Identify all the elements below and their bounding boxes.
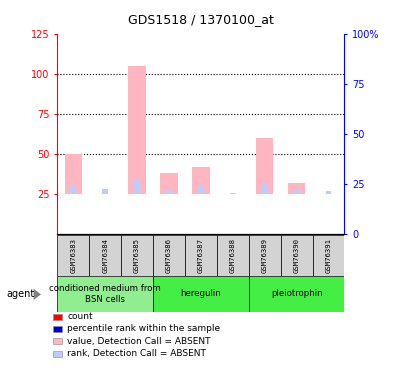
Bar	[229, 193, 235, 194]
Bar	[134, 180, 139, 194]
Text: GSM76391: GSM76391	[325, 238, 330, 273]
Bar	[121, 235, 153, 276]
Text: GSM76387: GSM76387	[198, 238, 203, 273]
Polygon shape	[34, 289, 41, 300]
Text: GDS1518 / 1370100_at: GDS1518 / 1370100_at	[128, 13, 273, 26]
Bar	[65, 154, 82, 194]
Bar	[293, 189, 299, 194]
Bar	[57, 235, 89, 276]
Bar	[216, 235, 248, 276]
Text: heregulin: heregulin	[180, 290, 221, 298]
Bar	[160, 173, 178, 194]
Bar	[128, 66, 146, 194]
Text: agent: agent	[6, 290, 34, 299]
Text: GSM76390: GSM76390	[293, 238, 299, 273]
Text: value, Detection Call = ABSENT: value, Detection Call = ABSENT	[67, 337, 210, 346]
Text: conditioned medium from
BSN cells: conditioned medium from BSN cells	[49, 284, 161, 303]
Bar	[287, 183, 305, 194]
Bar	[53, 338, 62, 344]
Bar	[53, 351, 62, 357]
Text: GSM76384: GSM76384	[102, 238, 108, 273]
Text: GSM76385: GSM76385	[134, 238, 140, 273]
Bar	[312, 235, 344, 276]
Bar	[102, 189, 108, 194]
Bar	[53, 314, 62, 320]
Text: GSM76388: GSM76388	[229, 238, 235, 273]
Bar	[57, 276, 153, 312]
Bar	[53, 326, 62, 332]
Bar	[153, 235, 184, 276]
Text: GSM76389: GSM76389	[261, 238, 267, 273]
Bar	[280, 235, 312, 276]
Bar	[198, 186, 203, 194]
Bar	[255, 138, 273, 194]
Text: rank, Detection Call = ABSENT: rank, Detection Call = ABSENT	[67, 349, 206, 358]
Bar	[166, 189, 171, 194]
Text: percentile rank within the sample: percentile rank within the sample	[67, 324, 220, 333]
Bar	[248, 276, 344, 312]
Bar	[325, 191, 330, 194]
Text: GSM76383: GSM76383	[70, 238, 76, 273]
Bar	[261, 183, 267, 194]
Bar	[70, 186, 76, 194]
Bar	[184, 235, 216, 276]
Text: count: count	[67, 312, 93, 321]
Text: pleiotrophin: pleiotrophin	[270, 290, 321, 298]
Bar	[192, 167, 209, 194]
Text: GSM76386: GSM76386	[166, 238, 172, 273]
Bar	[153, 276, 248, 312]
Bar	[89, 235, 121, 276]
Bar	[248, 235, 280, 276]
